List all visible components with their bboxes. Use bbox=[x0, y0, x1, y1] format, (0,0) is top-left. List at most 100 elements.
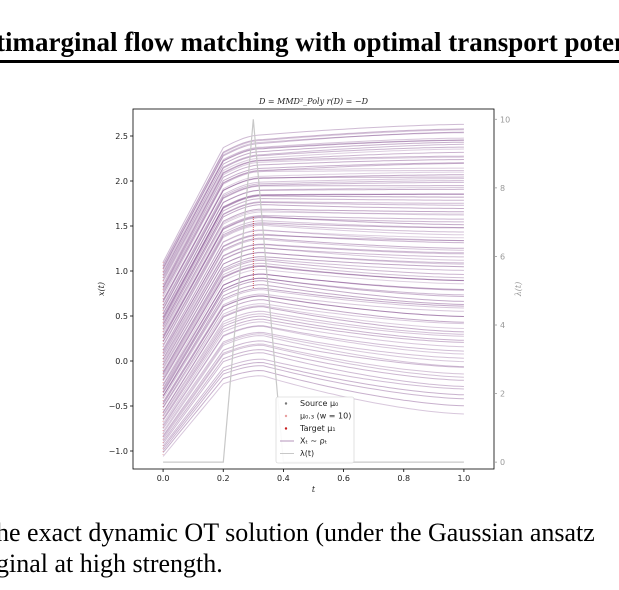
trajectory-line bbox=[162, 211, 464, 334]
chart-title: D = MMD²_Poly r(D) = −D bbox=[258, 97, 369, 106]
y-tick-label: 2.0 bbox=[115, 177, 128, 186]
trajectory-line bbox=[162, 306, 464, 413]
trajectory-line bbox=[162, 243, 464, 360]
x-tick-label: 0.2 bbox=[217, 474, 230, 483]
trajectory-line bbox=[162, 284, 464, 397]
trajectory-line bbox=[162, 185, 464, 311]
trajectory-line bbox=[162, 277, 464, 393]
trajectory-line bbox=[162, 201, 464, 326]
y-tick-label: 0.5 bbox=[115, 312, 128, 321]
trajectory-line bbox=[162, 131, 464, 269]
trajectory-line bbox=[162, 132, 464, 269]
trajectory-line bbox=[162, 295, 464, 405]
legend-label: μ₀.₃ (w = 10) bbox=[300, 412, 351, 421]
trajectory-line bbox=[162, 344, 464, 440]
trajectory-line bbox=[162, 137, 464, 271]
y-tick-label: 1.0 bbox=[115, 267, 128, 276]
header-rule bbox=[0, 60, 619, 63]
trajectory-line bbox=[162, 358, 464, 447]
trajectory-line bbox=[162, 331, 464, 429]
trajectory-line bbox=[162, 180, 464, 307]
trajectory-line bbox=[162, 237, 464, 357]
trajectory-line bbox=[162, 234, 464, 352]
trajectory-line bbox=[162, 188, 464, 315]
trajectory-line bbox=[162, 151, 464, 286]
trajectory-line bbox=[162, 333, 464, 432]
legend-marker-source bbox=[284, 402, 288, 405]
trajectory-line bbox=[162, 287, 464, 397]
trajectory-line bbox=[162, 315, 464, 420]
trajectory-line bbox=[162, 262, 464, 378]
trajectory-line bbox=[162, 244, 464, 363]
trajectory-line bbox=[162, 139, 464, 275]
trajectory-line bbox=[162, 128, 464, 265]
trajectory-line bbox=[162, 343, 464, 438]
trajectory-line bbox=[162, 146, 464, 281]
y-right-tick-label: 10 bbox=[500, 115, 510, 124]
trajectory-line bbox=[162, 167, 464, 296]
legend-marker-intermediate bbox=[284, 414, 288, 418]
x-tick-label: 1.0 bbox=[458, 474, 471, 483]
x-tick-label: 0.0 bbox=[157, 474, 170, 483]
trajectory-line bbox=[162, 325, 464, 428]
trajectory-line bbox=[162, 299, 464, 408]
trajectory-lines bbox=[162, 123, 464, 457]
trajectory-line bbox=[162, 265, 464, 380]
trajectory-line bbox=[162, 187, 464, 314]
chart: 0.0 0.2 0.4 0.6 0.8 1.0 −1.0 −0.5 0.0 0.5 1.0 1.5 2.… bbox=[97, 97, 523, 494]
trajectory-line bbox=[162, 273, 464, 386]
plot-frame bbox=[132, 108, 495, 470]
y-right-tick-label: 8 bbox=[500, 184, 505, 193]
legend: Source μ₀ μ₀.₃ (w = 10) Target μ₁ Xₜ ∼ ρₜ λ(… bbox=[275, 396, 355, 464]
trajectory-line bbox=[162, 247, 464, 366]
trajectory-line bbox=[162, 159, 464, 290]
page-header-title: timarginal flow matching with optimal tr… bbox=[0, 27, 619, 57]
trajectory-line bbox=[162, 265, 464, 382]
trajectory-line bbox=[162, 176, 464, 303]
trajectory-line bbox=[162, 233, 464, 355]
trajectory-line bbox=[162, 178, 464, 306]
trajectory-line bbox=[162, 325, 464, 426]
y-right-tick-label: 6 bbox=[500, 252, 505, 261]
x-tick-label: 0.4 bbox=[277, 474, 290, 483]
x-axis-label: t bbox=[312, 485, 316, 494]
trajectory-line bbox=[162, 361, 464, 449]
trajectory-line bbox=[162, 222, 464, 343]
trajectory-line bbox=[162, 193, 464, 317]
trajectory-line bbox=[162, 229, 464, 350]
trajectory-line bbox=[162, 335, 464, 434]
trajectory-line bbox=[162, 214, 464, 337]
trajectory-line bbox=[162, 224, 464, 347]
legend-label: Xₜ ∼ ρₜ bbox=[300, 437, 327, 446]
trajectory-line bbox=[162, 174, 464, 301]
trajectory-line bbox=[162, 280, 464, 394]
trajectory-line bbox=[162, 129, 464, 267]
trajectory-line bbox=[162, 216, 464, 339]
trajectory-line bbox=[162, 170, 464, 298]
trajectory-line bbox=[162, 295, 464, 403]
trajectory-line bbox=[162, 260, 464, 376]
trajectory-line bbox=[162, 171, 464, 301]
trajectory-line bbox=[162, 305, 464, 413]
trajectory-line bbox=[162, 193, 464, 319]
trajectory-line bbox=[162, 204, 464, 328]
trajectory-line bbox=[162, 251, 464, 370]
trajectory-line bbox=[162, 365, 464, 451]
trajectory-line bbox=[162, 229, 464, 351]
trajectory-line bbox=[162, 141, 464, 277]
trajectory-line bbox=[162, 313, 464, 417]
trajectory-line bbox=[162, 352, 464, 444]
trajectory-line bbox=[162, 139, 464, 274]
trajectory-line bbox=[162, 162, 464, 292]
y-axis-label: x(t) bbox=[97, 282, 106, 296]
trajectory-line bbox=[162, 123, 464, 263]
y-right-tick-label: 0 bbox=[500, 458, 505, 467]
axes bbox=[130, 108, 497, 472]
trajectory-line bbox=[162, 216, 464, 338]
y-right-axis-label: λ(t) bbox=[514, 282, 523, 298]
caption-line-1: he exact dynamic OT solution (under the … bbox=[0, 518, 595, 547]
trajectory-line bbox=[162, 209, 464, 332]
trajectory-line bbox=[162, 238, 464, 360]
axis-text: 0.0 0.2 0.4 0.6 0.8 1.0 −1.0 −0.5 0.0 0.5 1.0 1.5 2.… bbox=[97, 97, 523, 494]
trajectory-line bbox=[162, 143, 464, 279]
